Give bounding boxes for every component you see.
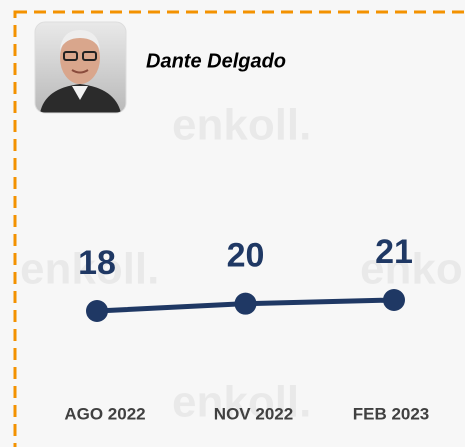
watermark: enkoll. [172,101,311,150]
border [13,10,465,447]
x-tick-label: AGO 2022 [64,404,145,423]
data-point [383,289,405,311]
data-point [234,292,257,315]
watermark: enkoll. [360,245,465,294]
photo-frame [34,21,127,114]
x-tick-label: NOV 2022 [214,404,293,423]
data-label: 18 [78,244,116,282]
person-name: Dante Delgado [146,50,286,72]
data-label: 21 [375,233,413,271]
data-point [86,300,108,322]
data-label: 20 [227,237,265,275]
watermark: enkoll. [20,245,159,294]
x-tick-label: FEB 2023 [353,404,430,423]
watermark: enkoll. [172,378,311,427]
photo [35,22,126,113]
